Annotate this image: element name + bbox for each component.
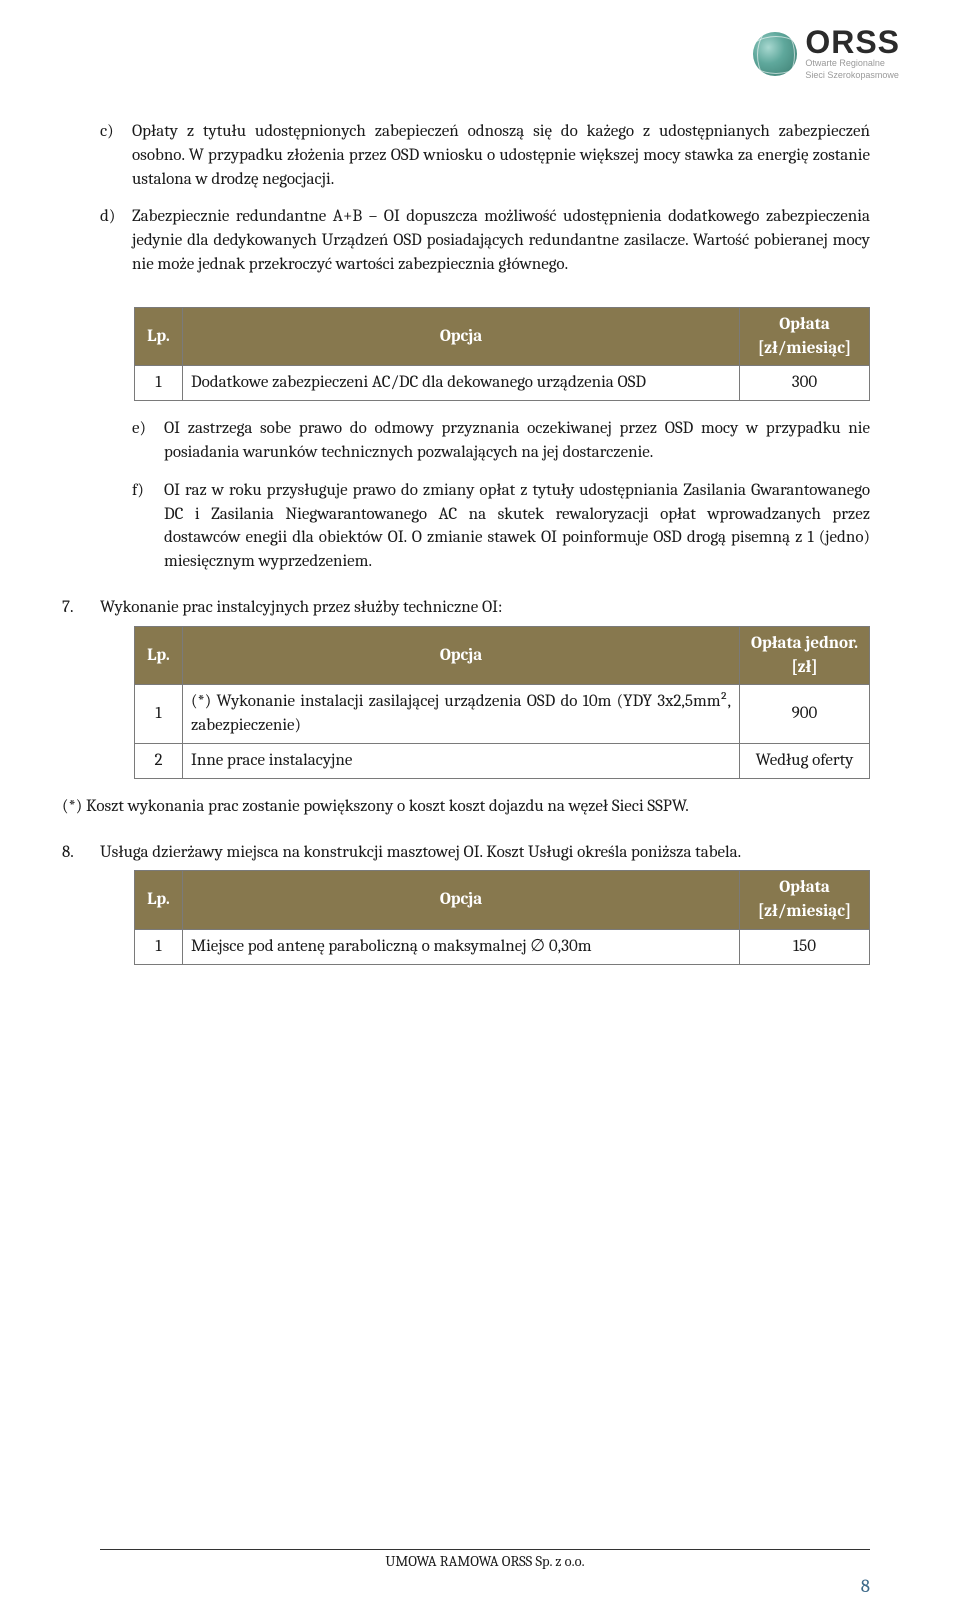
table-2-row-2-opcja: Inne prace instalacyjne: [183, 743, 740, 778]
paragraph-d-body: Zabezpiecznie redundantne A+B – OI dopus…: [132, 205, 870, 276]
table-1-header-opcja: Opcja: [183, 307, 740, 366]
table-3-header-row: Lp. Opcja Opłata [zł/miesiąc]: [135, 871, 870, 930]
page-footer: UMOWA RAMOWA ORSS Sp. z o.o.: [100, 1549, 870, 1572]
table-2-header-oplata: Opłata jednor. [zł]: [740, 626, 870, 685]
table-2-row-2-lp: 2: [135, 743, 183, 778]
section-7: 7. Wykonanie prac instalcyjnych przez sł…: [62, 596, 870, 793]
logo-text-block: ORSS Otwarte Regionalne Sieci Szerokopas…: [805, 28, 900, 81]
table-2: Lp. Opcja Opłata jednor. [zł] 1 (*) Wyko…: [134, 626, 870, 779]
table-1-header-lp: Lp.: [135, 307, 183, 366]
table-2-row-1-lp: 1: [135, 685, 183, 744]
paragraph-d: d) Zabezpiecznie redundantne A+B – OI do…: [100, 205, 870, 276]
table-2-row-1: 1 (*) Wykonanie instalacji zasilającej u…: [135, 685, 870, 744]
paragraph-f: f) OI raz w roku przysługuje prawo do zm…: [132, 479, 870, 574]
table-3-header-lp: Lp.: [135, 871, 183, 930]
table-2-row-1-val: 900: [740, 685, 870, 744]
paragraph-e: e) OI zastrzega sobe prawo do odmowy prz…: [132, 417, 870, 465]
paragraph-c-body: Opłaty z tytułu udostępnionych zabepiecz…: [132, 120, 870, 191]
table-2-header-row: Lp. Opcja Opłata jednor. [zł]: [135, 626, 870, 685]
table-3-row-1-val: 150: [740, 929, 870, 964]
section-7-marker: 7.: [62, 596, 100, 793]
table-2-row-2: 2 Inne prace instalacyjne Według oferty: [135, 743, 870, 778]
table-1-header-row: Lp. Opcja Opłata [zł/miesiąc]: [135, 307, 870, 366]
page-number: 8: [861, 1573, 870, 1600]
table-1-row-1-opcja: Dodatkowe zabezpieczeni AC/DC dla dekowa…: [183, 366, 740, 401]
section-8-marker: 8.: [62, 841, 100, 979]
marker-c: c): [100, 120, 132, 191]
sub-list-ef: e) OI zastrzega sobe prawo do odmowy prz…: [100, 417, 870, 574]
table-3-row-1-opcja: Miejsce pod antenę paraboliczną o maksym…: [183, 929, 740, 964]
paragraph-e-body: OI zastrzega sobe prawo do odmowy przyzn…: [164, 417, 870, 465]
section-8-title: Usługa dzierżawy miejsca na konstrukcji …: [100, 843, 741, 862]
table-1-row-1-lp: 1: [135, 366, 183, 401]
paragraph-c: c) Opłaty z tytułu udostępnionych zabepi…: [100, 120, 870, 191]
table-2-header-lp: Lp.: [135, 626, 183, 685]
logo-text-sub1: Otwarte Regionalne: [805, 59, 900, 69]
header-logo: ORSS Otwarte Regionalne Sieci Szerokopas…: [753, 28, 900, 81]
logo-text-main: ORSS: [805, 28, 900, 57]
paragraph-f-body: OI raz w roku przysługuje prawo do zmian…: [164, 479, 870, 574]
page-content: c) Opłaty z tytułu udostępnionych zabepi…: [100, 120, 870, 979]
table-2-row-2-val: Według oferty: [740, 743, 870, 778]
table-3-header-opcja: Opcja: [183, 871, 740, 930]
table-1-row-1: 1 Dodatkowe zabezpieczeni AC/DC dla deko…: [135, 366, 870, 401]
marker-e: e): [132, 417, 164, 465]
table-2-header-opcja: Opcja: [183, 626, 740, 685]
table-3-row-1: 1 Miejsce pod antenę paraboliczną o maks…: [135, 929, 870, 964]
section-7-title: Wykonanie prac instalcyjnych przez służb…: [100, 598, 502, 617]
footer-text: UMOWA RAMOWA ORSS Sp. z o.o.: [385, 1553, 584, 1570]
marker-f: f): [132, 479, 164, 574]
marker-d: d): [100, 205, 132, 276]
table-3-header-oplata: Opłata [zł/miesiąc]: [740, 871, 870, 930]
table-1-header-oplata: Opłata [zł/miesiąc]: [740, 307, 870, 366]
table-1: Lp. Opcja Opłata [zł/miesiąc] 1 Dodatkow…: [134, 307, 870, 401]
table-3: Lp. Opcja Opłata [zł/miesiąc] 1 Miejsce …: [134, 870, 870, 964]
section-8-body: Usługa dzierżawy miejsca na konstrukcji …: [100, 841, 870, 979]
section-7-body: Wykonanie prac instalcyjnych przez służb…: [100, 596, 870, 793]
logo-text-sub2: Sieci Szerokopasmowe: [805, 71, 900, 81]
table-3-row-1-lp: 1: [135, 929, 183, 964]
table-2-row-1-opcja: (*) Wykonanie instalacji zasilającej urz…: [183, 685, 740, 744]
table-1-row-1-val: 300: [740, 366, 870, 401]
section-7-note: (*) Koszt wykonania prac zostanie powięk…: [62, 795, 870, 819]
logo-globe-icon: [753, 32, 797, 76]
section-8: 8. Usługa dzierżawy miejsca na konstrukc…: [62, 841, 870, 979]
